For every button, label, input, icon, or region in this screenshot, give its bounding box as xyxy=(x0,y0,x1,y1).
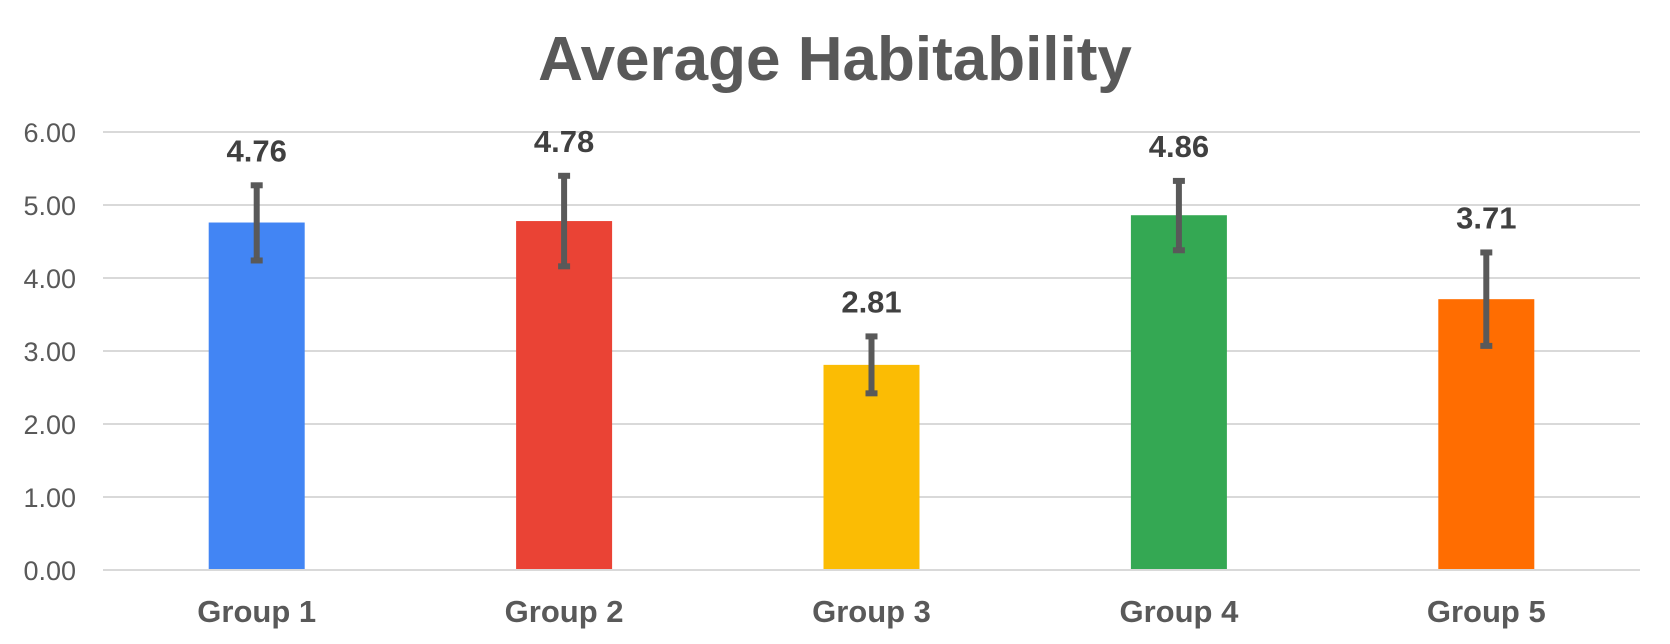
error-bar-1 xyxy=(250,182,263,264)
error-bar-3 xyxy=(865,333,878,397)
error-bars xyxy=(250,172,1493,397)
bar-1 xyxy=(208,222,305,570)
data-label-2: 4.78 xyxy=(534,124,594,159)
x-tick-label-5: Group 5 xyxy=(1427,594,1546,629)
x-tick-label-3: Group 3 xyxy=(812,594,931,629)
data-label-3: 2.81 xyxy=(841,284,901,319)
bar-4 xyxy=(1130,215,1227,570)
error-bar-5 xyxy=(1480,249,1493,349)
data-label-5: 3.71 xyxy=(1456,200,1516,235)
data-label-4: 4.86 xyxy=(1149,129,1209,164)
y-tick-label: 1.00 xyxy=(23,483,76,513)
y-tick-label: 4.00 xyxy=(23,264,76,294)
bar-2 xyxy=(516,221,613,570)
error-bar-2 xyxy=(558,172,571,270)
data-labels: 4.76 4.78 2.81 4.86 3.71 xyxy=(227,124,1517,320)
bars xyxy=(208,215,1535,570)
y-tick-label: 0.00 xyxy=(23,556,76,586)
x-tick-label-1: Group 1 xyxy=(197,594,316,629)
y-tick-label: 3.00 xyxy=(23,337,76,367)
error-bar-4 xyxy=(1172,177,1185,254)
data-label-1: 4.76 xyxy=(227,133,287,168)
y-tick-label: 6.00 xyxy=(23,118,76,148)
bar-3 xyxy=(823,364,920,570)
x-tick-label-2: Group 2 xyxy=(505,594,624,629)
chart-title: Average Habitability xyxy=(538,25,1132,94)
x-axis-tick-labels: Group 1 Group 2 Group 3 Group 4 Group 5 xyxy=(197,594,1545,629)
y-axis-tick-labels: 0.00 1.00 2.00 3.00 4.00 5.00 6.00 xyxy=(23,118,76,586)
y-tick-label: 2.00 xyxy=(23,410,76,440)
y-tick-label: 5.00 xyxy=(23,191,76,221)
x-tick-label-4: Group 4 xyxy=(1119,594,1239,629)
